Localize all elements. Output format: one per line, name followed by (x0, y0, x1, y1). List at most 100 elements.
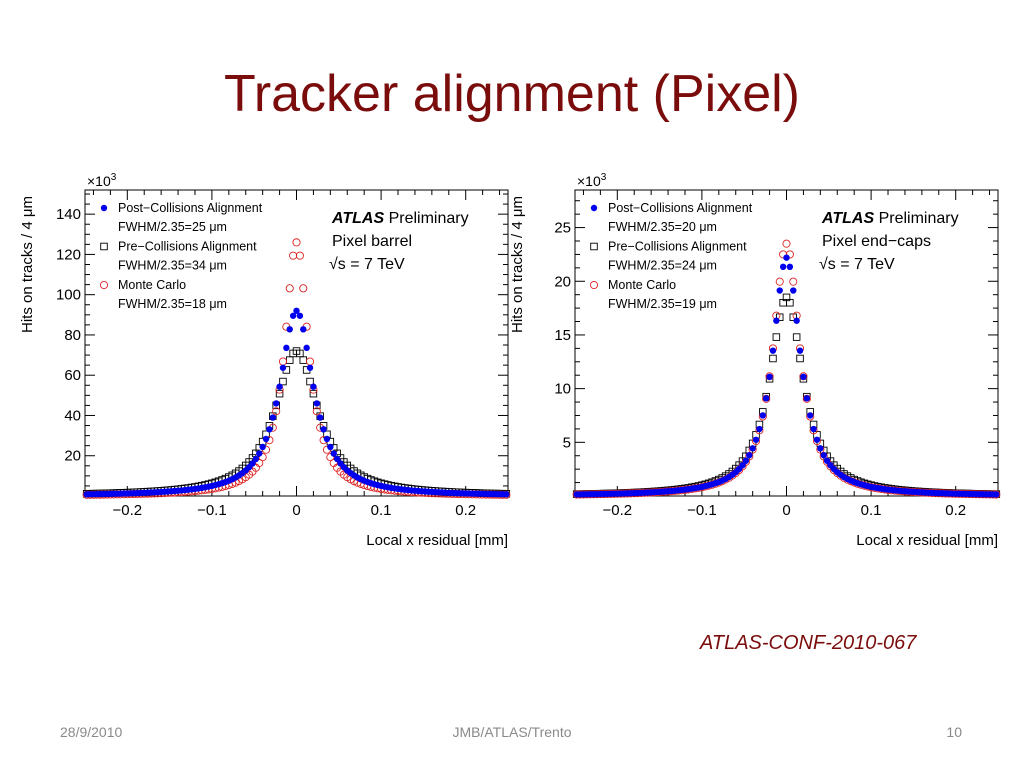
data-point-post-collisions (303, 344, 310, 352)
footer-date: 28/9/2010 (60, 724, 123, 740)
data-point-post-collisions (790, 287, 797, 294)
x-tick-label: 0 (292, 502, 300, 519)
y-tick-label: 25 (554, 220, 571, 237)
y-multiplier-exponent: 3 (601, 172, 607, 183)
legend-series-name: Post−Collisions Alignment (118, 201, 263, 215)
data-point-post-collisions (742, 457, 750, 464)
data-point-pre-collisions (796, 354, 804, 363)
data-point-monte-carlo (272, 407, 281, 416)
y-tick-label: 80 (64, 327, 81, 344)
data-point-post-collisions (306, 364, 314, 371)
data-point-post-collisions (289, 312, 297, 319)
data-point-post-collisions (773, 317, 780, 324)
data-point-post-collisions (327, 443, 334, 451)
data-point-post-collisions (813, 436, 821, 443)
slide-title: Tracker alignment (Pixel) (223, 65, 800, 123)
legend-marker-pre-collisions (100, 242, 108, 251)
data-point-post-collisions (286, 326, 293, 333)
x-tick-label: 0 (782, 502, 790, 519)
data-point-post-collisions (993, 491, 1000, 498)
data-point-post-collisions (806, 412, 814, 419)
data-point-post-collisions (823, 457, 831, 464)
y-axis-label: Hits on tracks / 4 μm (19, 196, 36, 333)
data-point-post-collisions (739, 462, 746, 469)
legend-marker-monte-carlo (99, 280, 109, 290)
data-point-post-collisions (779, 263, 787, 271)
data-point-post-collisions (252, 455, 260, 463)
data-point-monte-carlo (305, 357, 315, 366)
data-point-monte-carlo (326, 453, 335, 462)
x-tick-label: 0.2 (455, 502, 476, 519)
data-point-post-collisions (746, 451, 753, 459)
data-point-pre-collisions (786, 298, 794, 307)
data-point-post-collisions (817, 445, 824, 452)
data-point-pre-collisions (769, 354, 777, 363)
region-label: Pixel barrel (332, 233, 412, 250)
y-tick-label: 40 (64, 407, 81, 424)
data-point-post-collisions (503, 491, 510, 498)
x-tick-label: 0.1 (371, 502, 392, 519)
legend-series-name: Monte Carlo (118, 278, 186, 292)
energy-sqrt-symbol: √ (329, 256, 338, 273)
y-multiplier-exponent: 3 (111, 172, 117, 183)
energy-value: s = 7 TeV (828, 256, 895, 273)
data-point-monte-carlo (785, 250, 794, 259)
data-point-post-collisions (810, 425, 817, 433)
data-point-post-collisions (749, 445, 756, 452)
data-point-post-collisions (276, 383, 283, 390)
legend-marker-post-collisions (100, 204, 108, 212)
y-axis-label: Hits on tracks / 4 μm (509, 196, 526, 333)
data-point-post-collisions (256, 450, 263, 457)
data-point-post-collisions (333, 455, 341, 463)
data-point-post-collisions (269, 414, 277, 421)
atlas-label-preliminary: Preliminary (384, 210, 468, 227)
data-point-pre-collisions (309, 389, 318, 398)
atlas-label: ATLAS Preliminary (331, 210, 469, 227)
y-tick-label: 10 (554, 381, 571, 398)
legend-fwhm: FWHM/2.35=19 μm (608, 297, 717, 311)
data-point-post-collisions (272, 400, 280, 407)
y-multiplier: ×103 (577, 172, 607, 189)
data-point-monte-carlo (775, 277, 784, 286)
data-point-post-collisions (296, 312, 304, 319)
region-label: Pixel end−caps (822, 233, 931, 250)
x-axis-label: Local x residual [mm] (366, 532, 508, 549)
data-point-post-collisions (293, 307, 300, 314)
data-point-pre-collisions (306, 377, 314, 386)
footer-page-number: 10 (946, 724, 962, 740)
y-tick-label: 5 (563, 434, 571, 451)
y-tick-label: 60 (64, 367, 81, 384)
legend-series-name: Post−Collisions Alignment (608, 201, 753, 215)
data-point-post-collisions (310, 383, 317, 390)
data-point-post-collisions (313, 400, 321, 407)
data-point-post-collisions (266, 426, 273, 433)
data-point-post-collisions (793, 317, 800, 324)
data-point-post-collisions (786, 263, 794, 271)
atlas-label-bold: ATLAS (331, 210, 384, 227)
x-axis-label: Local x residual [mm] (856, 532, 998, 549)
data-point-post-collisions (762, 395, 770, 402)
data-point-post-collisions (249, 460, 256, 467)
y-tick-label: 20 (64, 448, 81, 465)
data-point-pre-collisions (299, 356, 308, 364)
data-point-post-collisions (800, 373, 807, 381)
legend-marker-monte-carlo (589, 280, 599, 290)
x-tick-label: −0.2 (112, 502, 142, 519)
data-point-monte-carlo (299, 284, 308, 293)
data-point-monte-carlo (258, 453, 267, 462)
data-point-monte-carlo (289, 251, 298, 260)
data-point-post-collisions (283, 344, 290, 352)
energy-value: s = 7 TeV (338, 256, 405, 273)
data-point-post-collisions (776, 287, 783, 294)
data-point-monte-carlo (295, 251, 304, 260)
data-point-post-collisions (320, 426, 327, 433)
data-point-post-collisions (756, 425, 763, 433)
data-point-post-collisions (323, 435, 331, 443)
data-point-post-collisions (759, 412, 767, 419)
x-tick-label: −0.1 (197, 502, 227, 519)
energy-sqrt-symbol: √ (819, 256, 828, 273)
legend-fwhm: FWHM/2.35=18 μm (118, 297, 227, 311)
data-point-post-collisions (803, 395, 811, 402)
legend-marker-post-collisions (590, 204, 598, 212)
data-point-post-collisions (766, 373, 773, 381)
